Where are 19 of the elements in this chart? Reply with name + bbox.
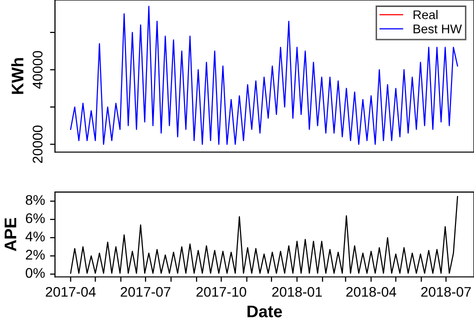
y-tick-label: 2% <box>26 250 45 260</box>
x-tick-label: 2017-04 <box>46 286 96 297</box>
line-series <box>70 196 458 274</box>
x-axis-title: Date <box>248 306 282 318</box>
x-tick-label: 2018-01 <box>272 286 322 297</box>
y-axis-title: KWh <box>11 58 24 94</box>
x-tick-label: 2017-07 <box>120 286 170 297</box>
x-tick-label: 2018-04 <box>346 286 396 297</box>
y-tick-label: 0% <box>26 268 45 278</box>
x-tick-label: 2017-10 <box>196 286 246 297</box>
x-tick-label: 2018-07 <box>421 286 471 297</box>
y-axis-title: APE <box>4 218 16 252</box>
legend-label: Best HW <box>414 24 462 34</box>
y-tick-label: 40000 <box>32 50 43 89</box>
y-tick-label: 4% <box>26 232 45 242</box>
y-tick-label: 6% <box>26 213 45 224</box>
legend-label: Real <box>414 10 438 20</box>
y-tick-label: 20000 <box>32 126 43 163</box>
y-tick-label: 8% <box>26 195 45 205</box>
